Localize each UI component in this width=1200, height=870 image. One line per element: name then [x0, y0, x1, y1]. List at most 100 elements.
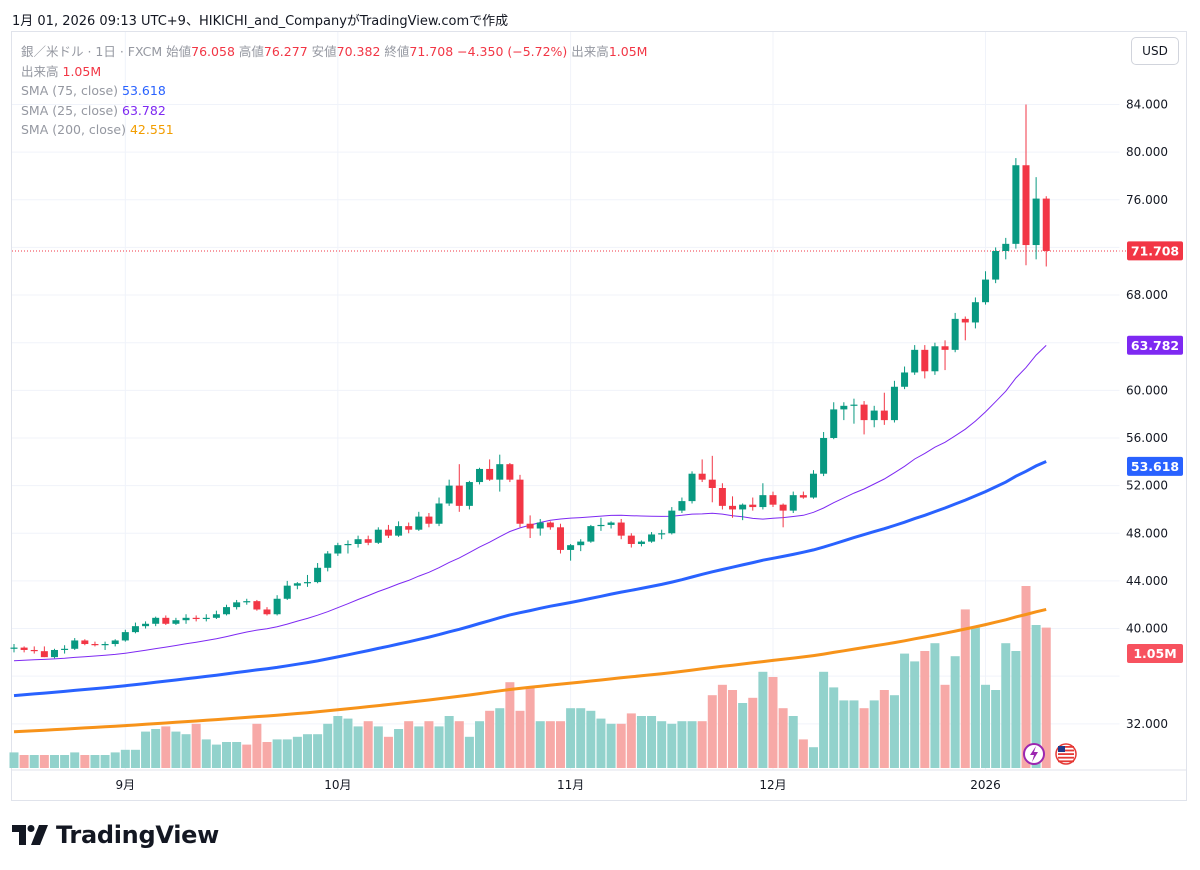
change-value: −4.350 (−5.72%): [457, 44, 568, 59]
sma75-price-text: 53.618: [1131, 459, 1179, 474]
candle-body: [293, 583, 301, 586]
candle-body: [476, 468, 484, 483]
chart-frame[interactable]: [11, 31, 1187, 801]
volume-bar: [596, 718, 606, 768]
candle-body: [405, 526, 413, 530]
candle-body: [1012, 165, 1020, 244]
volume-bar: [677, 721, 687, 768]
volume-bar: [758, 671, 768, 768]
high-label: 高値: [238, 44, 264, 59]
close-label: 終値: [384, 44, 410, 59]
volume-bar: [1011, 651, 1021, 768]
y-tick-label: 40.000: [1126, 622, 1168, 636]
legend-symbol: 銀／米ドル · 1日 · FXCM: [21, 44, 163, 59]
candle-body: [597, 524, 605, 527]
open-label: 始値: [166, 44, 192, 59]
candle-body: [941, 346, 949, 350]
sma25-price-text: 63.782: [1131, 338, 1179, 353]
volume-bar: [657, 721, 667, 768]
high-value: 76.277: [263, 44, 308, 59]
volume-bar: [869, 700, 879, 768]
volume-bar: [555, 721, 565, 768]
candle-body: [556, 527, 564, 550]
volume-price-text: 1.05M: [1133, 646, 1176, 661]
volume-label: 出来高: [571, 44, 609, 59]
candle-body: [152, 617, 160, 624]
candle-body: [607, 522, 615, 525]
legend-sma200-row: SMA (200, close) 42.551: [21, 120, 647, 140]
candle-body: [971, 302, 979, 323]
candle-body: [982, 279, 990, 303]
volume-bar: [819, 671, 829, 768]
candle-body: [627, 535, 635, 544]
last-price-price-tag: [1127, 241, 1183, 261]
sma200-label: SMA (200, close): [21, 122, 126, 137]
candle-body: [374, 529, 382, 543]
candle-body: [820, 437, 828, 474]
brand-name: TradingView: [56, 821, 219, 849]
sma75-line: [13, 460, 1047, 698]
volume-bar: [394, 729, 404, 768]
volume-bar: [991, 690, 1001, 768]
volume-bar: [545, 721, 555, 768]
volume-row-value: 1.05M: [62, 63, 102, 79]
volume-bar: [292, 736, 302, 768]
candle-body: [729, 505, 737, 510]
volume-bar: [738, 703, 748, 768]
candle-body: [121, 632, 129, 641]
volume-bar: [302, 734, 312, 768]
candle-body: [131, 626, 139, 633]
candle-body: [162, 617, 170, 624]
volume-bar: [464, 736, 474, 768]
volume-bar: [889, 695, 899, 768]
volume-bar: [849, 700, 859, 768]
candle-body: [587, 526, 595, 542]
candle-body: [1032, 198, 1040, 246]
candle-body: [172, 620, 180, 624]
volume-bar: [211, 744, 221, 768]
volume-value: 1.05M: [608, 44, 648, 59]
volume-bar: [242, 744, 252, 768]
low-label: 安値: [311, 44, 337, 59]
volume-bar: [960, 609, 970, 768]
candle-body: [637, 541, 645, 544]
volume-bar: [262, 742, 272, 768]
sma200-value: 42.551: [129, 122, 174, 137]
candle-body: [931, 346, 939, 372]
candle-body: [303, 582, 311, 584]
volume-bar: [900, 653, 910, 768]
candle-body: [880, 410, 888, 421]
volume-bar: [687, 721, 697, 768]
volume-bar: [333, 716, 343, 768]
tradingview-brand[interactable]: TradingView: [12, 821, 219, 849]
candle-body: [617, 522, 625, 536]
candles: [10, 104, 1050, 659]
volume-bar: [970, 627, 980, 768]
volume-bar: [1031, 625, 1041, 768]
candle-body: [71, 640, 79, 649]
volume-bar: [161, 726, 171, 768]
candle-body: [334, 545, 342, 554]
candle-body: [364, 539, 372, 543]
volume-bar: [353, 726, 363, 768]
candle-body: [91, 644, 99, 646]
candle-body: [81, 640, 89, 645]
candle-body: [536, 522, 544, 529]
volume-bar: [110, 752, 120, 768]
volume-bar: [879, 690, 889, 768]
candle-body: [850, 404, 858, 406]
candle-body: [961, 318, 969, 323]
sma75-label: SMA (75, close): [21, 83, 119, 98]
us-flag-stripe: [1058, 753, 1074, 755]
volume-bar: [839, 700, 849, 768]
y-tick-label: 76.000: [1126, 193, 1168, 207]
y-tick-label: 60.000: [1126, 383, 1168, 397]
currency-button[interactable]: USD: [1131, 37, 1179, 65]
y-tick-label: 32.000: [1126, 717, 1168, 731]
volume-bar: [201, 739, 211, 768]
volume-bar: [910, 661, 920, 768]
volume-bar: [60, 755, 70, 768]
close-value: 71.708: [409, 44, 454, 59]
candle-body: [253, 601, 261, 610]
